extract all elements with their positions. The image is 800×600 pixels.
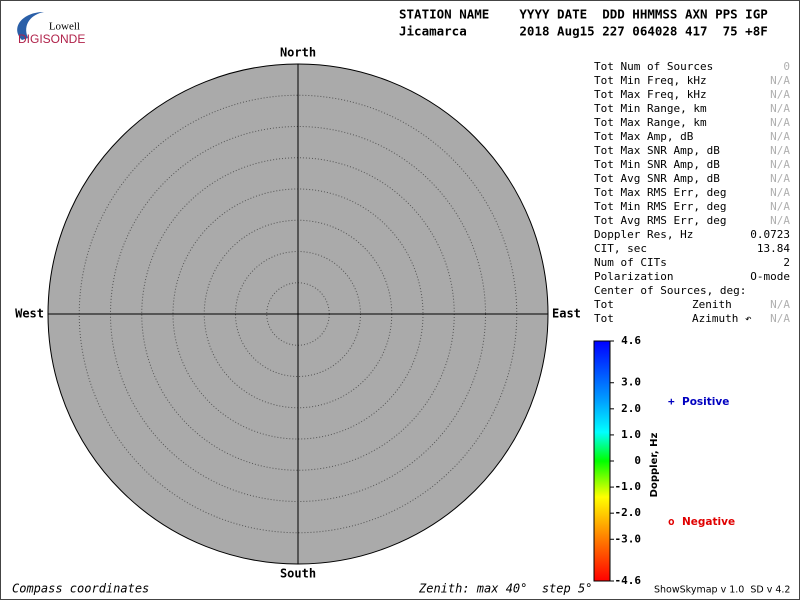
stat-label: Tot Min Freq, kHz [594, 74, 707, 87]
stat-label: Tot Max Freq, kHz [594, 88, 707, 101]
colorbar-tick-label: -1.0 [615, 480, 642, 493]
header-values: Jicamarca 2018 Aug15 227 064028 417 75 +… [399, 24, 768, 39]
stat-value: O-mode [750, 270, 790, 283]
stat-value: N/A [770, 130, 790, 143]
stat-label: Num of CITs [594, 256, 667, 269]
stat-value: N/A [770, 88, 790, 101]
stat-value: N/A [770, 186, 790, 199]
colorbar-tick-label: 4.6 [621, 334, 641, 347]
stat-label: Polarization [594, 270, 673, 283]
colorbar-tick-label: 1.0 [621, 428, 641, 441]
stat-label: Tot Avg RMS Err, deg [594, 214, 726, 227]
colorbar-title: Doppler, Hz [649, 433, 660, 498]
stat-value: N/A [770, 172, 790, 185]
stat-label: Center of Sources, deg: [594, 284, 746, 297]
logo-swoosh [17, 12, 44, 40]
stat-label: Tot Max RMS Err, deg [594, 186, 726, 199]
footer-middle: Zenith: max 40° step 5° [418, 582, 592, 596]
colorbar [593, 340, 611, 582]
header-labels: STATION NAME YYYY DATE DDD HHMMSS AXN PP… [399, 7, 768, 22]
stat-label: Tot Max Amp, dB [594, 130, 694, 143]
colorbar-tick-label: 3.0 [621, 376, 641, 389]
colorbar-tick-label: -4.6 [615, 574, 642, 587]
compass-west: West [15, 307, 44, 321]
stat-value: N/A [770, 116, 790, 129]
stat-label: Tot Min RMS Err, deg [594, 200, 726, 213]
stat-label: Tot Max SNR Amp, dB [594, 144, 720, 157]
colorbar-tick-label: 2.0 [621, 402, 641, 415]
compass-east: East [552, 307, 581, 321]
compass-north: North [280, 46, 316, 60]
legend-label: Positive [682, 396, 729, 408]
stat-value: N/A [770, 214, 790, 227]
stat-value: N/A [770, 102, 790, 115]
footer-right: ShowSkymap v 1.0 SD v 4.2 [654, 585, 790, 596]
legend-symbol: o [668, 515, 675, 528]
stat-label: Tot [594, 298, 614, 311]
stat-label: CIT, sec [594, 242, 647, 255]
stat-label: Tot Avg SNR Amp, dB [594, 172, 720, 185]
legend-label: Negative [682, 516, 735, 528]
stat-value: N/A [770, 158, 790, 171]
stat-value: N/A [770, 298, 790, 311]
stat-value: 2 [783, 256, 790, 269]
stat-value: N/A [770, 74, 790, 87]
logo-top: Lowell [49, 21, 80, 33]
logo-bottom: DIGISONDE [18, 32, 85, 46]
stat-label: Tot Min Range, km [594, 102, 707, 115]
stat-value: 0.0723 [750, 228, 790, 241]
stat-value: N/A [770, 312, 790, 325]
stat-label: Tot Max Range, km [594, 116, 707, 129]
footer-left: Compass coordinates [12, 582, 149, 596]
colorbar-tick-label: -2.0 [615, 506, 642, 519]
stat-value: N/A [770, 200, 790, 213]
stat-sub: Azimuth ↶ [692, 312, 752, 325]
colorbar-tick-label: 0 [634, 454, 641, 467]
compass-south: South [280, 567, 316, 581]
stat-value: N/A [770, 144, 790, 157]
colorbar-tick-label: -3.0 [615, 532, 642, 545]
stat-label: Tot Min SNR Amp, dB [594, 158, 720, 171]
stat-value: 0 [783, 60, 790, 73]
stat-label: Tot Num of Sources [594, 60, 713, 73]
stat-value: 13.84 [757, 242, 790, 255]
stat-label: Doppler Res, Hz [594, 228, 693, 241]
legend-symbol: + [668, 395, 675, 408]
stat-label: Tot [594, 312, 614, 325]
stat-sub: Zenith [692, 298, 732, 311]
